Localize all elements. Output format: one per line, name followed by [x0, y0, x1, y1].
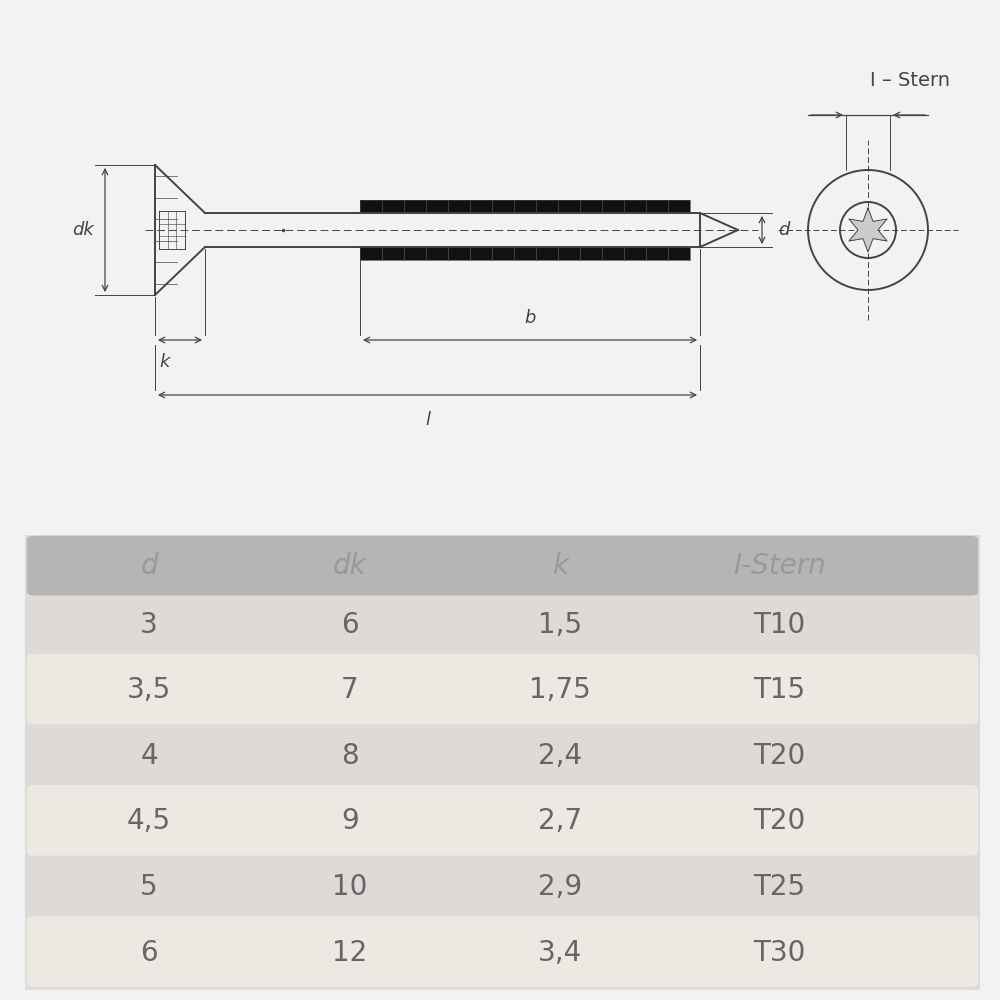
Text: b: b — [524, 309, 536, 327]
Text: 5: 5 — [140, 873, 158, 901]
Polygon shape — [668, 200, 690, 213]
Polygon shape — [426, 200, 448, 213]
Text: d: d — [140, 552, 158, 580]
Polygon shape — [646, 247, 668, 260]
Text: 3,5: 3,5 — [127, 676, 171, 704]
Text: d: d — [778, 221, 790, 239]
Text: 8: 8 — [341, 742, 359, 770]
Text: l: l — [425, 411, 430, 429]
Text: T20: T20 — [753, 742, 806, 770]
Text: 2,9: 2,9 — [538, 873, 582, 901]
Polygon shape — [382, 247, 404, 260]
Text: 3,4: 3,4 — [538, 939, 582, 967]
Polygon shape — [404, 200, 426, 213]
Text: 6: 6 — [341, 611, 359, 639]
Polygon shape — [602, 247, 624, 260]
Polygon shape — [849, 208, 887, 252]
Text: 6: 6 — [140, 939, 158, 967]
Polygon shape — [558, 247, 580, 260]
Polygon shape — [360, 247, 382, 260]
Text: dk: dk — [72, 221, 94, 239]
Text: k: k — [160, 353, 170, 371]
FancyBboxPatch shape — [11, 528, 994, 997]
Polygon shape — [536, 247, 558, 260]
Polygon shape — [624, 200, 646, 213]
Text: 12: 12 — [332, 939, 367, 967]
Text: T30: T30 — [753, 939, 806, 967]
FancyBboxPatch shape — [27, 916, 978, 987]
Text: T15: T15 — [753, 676, 806, 704]
FancyBboxPatch shape — [27, 785, 978, 856]
Polygon shape — [360, 200, 382, 213]
Text: 10: 10 — [332, 873, 367, 901]
Polygon shape — [470, 247, 492, 260]
Polygon shape — [426, 247, 448, 260]
Polygon shape — [382, 200, 404, 213]
Polygon shape — [580, 200, 602, 213]
Polygon shape — [580, 247, 602, 260]
Polygon shape — [536, 200, 558, 213]
Text: T20: T20 — [753, 807, 806, 835]
Polygon shape — [624, 247, 646, 260]
Polygon shape — [514, 200, 536, 213]
Text: dk: dk — [333, 552, 367, 580]
FancyBboxPatch shape — [27, 536, 978, 596]
Polygon shape — [668, 247, 690, 260]
Text: T25: T25 — [753, 873, 806, 901]
Polygon shape — [514, 247, 536, 260]
Polygon shape — [470, 200, 492, 213]
Text: 3: 3 — [140, 611, 158, 639]
Polygon shape — [492, 200, 514, 213]
Text: I-Stern: I-Stern — [733, 552, 826, 580]
Polygon shape — [646, 200, 668, 213]
FancyBboxPatch shape — [27, 654, 978, 724]
Text: k: k — [552, 552, 568, 580]
Text: T10: T10 — [753, 611, 806, 639]
Text: 1,75: 1,75 — [529, 676, 591, 704]
Text: 9: 9 — [341, 807, 359, 835]
Text: 7: 7 — [341, 676, 359, 704]
Polygon shape — [448, 247, 470, 260]
Polygon shape — [404, 247, 426, 260]
Polygon shape — [448, 200, 470, 213]
Polygon shape — [492, 247, 514, 260]
Text: 4,5: 4,5 — [127, 807, 171, 835]
Text: 2,4: 2,4 — [538, 742, 582, 770]
Text: 2,7: 2,7 — [538, 807, 582, 835]
Polygon shape — [602, 200, 624, 213]
Text: 1,5: 1,5 — [538, 611, 582, 639]
Text: I – Stern: I – Stern — [870, 70, 950, 90]
Text: 4: 4 — [140, 742, 158, 770]
Polygon shape — [558, 200, 580, 213]
